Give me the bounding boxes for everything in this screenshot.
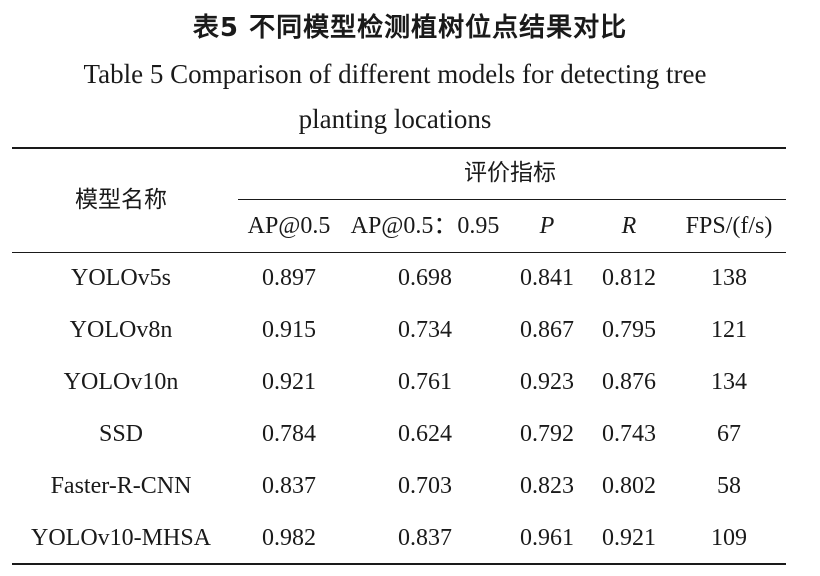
model-name: YOLOv8n bbox=[69, 317, 173, 343]
value-fps: 138 bbox=[711, 265, 747, 291]
value-precision: 0.841 bbox=[520, 265, 574, 291]
value-ap50-95: 0.734 bbox=[398, 317, 452, 343]
value-ap50-95: 0.624 bbox=[398, 421, 452, 447]
value-recall: 0.812 bbox=[602, 265, 656, 291]
column-header-recall: R bbox=[621, 213, 637, 239]
value-precision: 0.823 bbox=[520, 473, 574, 499]
row-header-model-name: 模型名称 bbox=[75, 187, 167, 213]
value-recall: 0.795 bbox=[602, 317, 656, 343]
value-ap50: 0.784 bbox=[262, 421, 316, 447]
value-ap50: 0.982 bbox=[262, 525, 316, 551]
value-ap50: 0.897 bbox=[262, 265, 316, 291]
table-title-english: Table 5 Comparison of different models f… bbox=[0, 52, 790, 142]
value-ap50-95: 0.837 bbox=[398, 525, 452, 551]
group-header-metrics: 评价指标 bbox=[464, 160, 556, 186]
value-ap50-95: 0.698 bbox=[398, 265, 452, 291]
value-precision: 0.792 bbox=[520, 421, 574, 447]
value-recall: 0.802 bbox=[602, 473, 656, 499]
value-recall: 0.876 bbox=[602, 369, 656, 395]
value-recall: 0.921 bbox=[602, 525, 656, 551]
value-precision: 0.961 bbox=[520, 525, 574, 551]
column-header-precision: P bbox=[539, 213, 555, 239]
value-precision: 0.867 bbox=[520, 317, 574, 343]
model-name: SSD bbox=[98, 421, 144, 447]
group-header-rule bbox=[238, 199, 786, 200]
table-title-english-line-2: planting locations bbox=[298, 104, 492, 134]
value-fps: 134 bbox=[711, 369, 747, 395]
column-header-fps: FPS/(f/s) bbox=[685, 213, 773, 239]
value-ap50: 0.921 bbox=[262, 369, 316, 395]
top-rule bbox=[12, 147, 786, 149]
value-ap50-95: 0.703 bbox=[398, 473, 452, 499]
value-fps: 58 bbox=[717, 473, 741, 499]
model-name: YOLOv10-MHSA bbox=[31, 525, 211, 551]
model-name: YOLOv10n bbox=[63, 369, 179, 395]
header-bottom-rule bbox=[12, 252, 786, 253]
value-fps: 121 bbox=[711, 317, 747, 343]
value-precision: 0.923 bbox=[520, 369, 574, 395]
table-title-english-line-1: Table 5 Comparison of different models f… bbox=[83, 59, 707, 89]
value-fps: 109 bbox=[711, 525, 747, 551]
value-ap50: 0.915 bbox=[262, 317, 316, 343]
value-fps: 67 bbox=[717, 421, 741, 447]
column-header-ap50-95: AP@0.5：0.95 bbox=[350, 213, 500, 239]
model-name: Faster-R-CNN bbox=[50, 473, 192, 499]
value-recall: 0.743 bbox=[602, 421, 656, 447]
model-name: YOLOv5s bbox=[71, 265, 171, 291]
bottom-rule bbox=[12, 563, 786, 565]
value-ap50-95: 0.761 bbox=[398, 369, 452, 395]
column-header-ap50: AP@0.5 bbox=[247, 213, 331, 239]
value-ap50: 0.837 bbox=[262, 473, 316, 499]
table-title-chinese: 表5 不同模型检测植树位点结果对比 bbox=[192, 13, 628, 43]
